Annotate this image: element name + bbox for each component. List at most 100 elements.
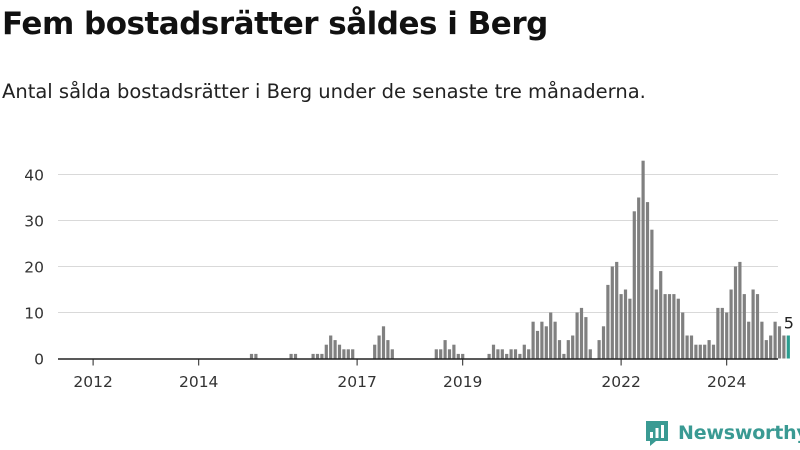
bar (738, 261, 742, 359)
bar (689, 335, 694, 359)
bar (527, 349, 531, 359)
bar (553, 321, 557, 359)
bar (491, 344, 496, 359)
bar (535, 330, 540, 359)
bar (755, 294, 760, 359)
bar (487, 353, 491, 359)
bar (496, 349, 500, 359)
bar (663, 294, 667, 359)
bar (645, 202, 650, 359)
bar (769, 335, 773, 359)
y-tick-label: 30 (24, 213, 44, 231)
bar (711, 344, 716, 359)
bar (610, 266, 614, 359)
bar (329, 335, 333, 359)
x-tick-label: 2012 (73, 373, 112, 391)
bar (725, 312, 729, 359)
bar (337, 344, 342, 359)
bar (324, 344, 328, 359)
bar (500, 349, 504, 359)
bar (566, 340, 570, 359)
newsworthy-logo-icon (646, 421, 668, 446)
bar (351, 349, 355, 359)
bar (293, 353, 298, 359)
bar (381, 326, 386, 359)
chart-title: Fem bostadsrätter såldes i Berg (2, 6, 548, 42)
bar (311, 353, 315, 359)
bar (505, 353, 509, 359)
bar (667, 294, 672, 359)
bar (659, 271, 663, 359)
bar (439, 349, 443, 359)
bar (650, 229, 654, 359)
bar (557, 340, 562, 359)
x-tick-label: 2019 (443, 373, 482, 391)
brand-name: Newsworthy (678, 422, 800, 444)
bar (698, 344, 702, 359)
x-tick-label: 2024 (707, 373, 746, 391)
bar (346, 349, 350, 359)
bar (751, 289, 755, 359)
bar (289, 353, 293, 359)
bar (782, 335, 786, 359)
y-tick-label: 20 (24, 259, 44, 277)
bar (760, 321, 764, 359)
newsworthy-logo: Newsworthy (644, 418, 800, 448)
bar (733, 266, 738, 359)
chart-subtitle: Antal sålda bostadsrätter i Berg under d… (2, 80, 646, 103)
bar (522, 344, 526, 359)
x-axis-ticks: 2012 2014 2017 2019 2022 2024 (73, 359, 746, 391)
bar (571, 335, 575, 359)
bar (390, 349, 394, 359)
y-tick-label: 40 (24, 167, 44, 185)
bar (597, 340, 601, 359)
bar (632, 211, 636, 359)
bar (531, 321, 535, 359)
last-value-label: 5 (784, 314, 794, 333)
bar (641, 160, 645, 359)
x-tick-label: 2017 (337, 373, 376, 391)
y-tick-label: 10 (24, 305, 44, 323)
bar (254, 353, 258, 359)
bar (654, 289, 658, 359)
bar (509, 349, 513, 359)
bar (777, 326, 782, 359)
bar (575, 312, 579, 359)
bar (703, 344, 707, 359)
data-labels: 5 (784, 314, 794, 333)
bar (249, 353, 254, 359)
bar (615, 261, 619, 359)
bar (333, 340, 337, 359)
gridlines (58, 174, 778, 313)
bar (373, 344, 377, 359)
bar (443, 340, 447, 359)
bar (747, 321, 751, 359)
bar (619, 294, 623, 359)
bar (707, 340, 711, 359)
bar (434, 349, 438, 359)
bar (342, 349, 346, 359)
bar (729, 289, 733, 359)
bar (513, 349, 518, 359)
bar (320, 353, 324, 359)
bar (637, 197, 641, 359)
bar (764, 340, 768, 359)
bar (672, 294, 676, 359)
bar (456, 353, 460, 359)
bar (681, 312, 685, 359)
bar (588, 349, 592, 359)
bar (540, 321, 544, 359)
bar (461, 353, 465, 359)
bar (694, 344, 698, 359)
bar (544, 326, 548, 359)
bar (742, 294, 746, 359)
bar (447, 349, 452, 359)
bar (562, 353, 566, 359)
bar (676, 298, 680, 359)
bar (773, 321, 777, 359)
bar (377, 335, 381, 359)
bar (628, 298, 632, 359)
bar (601, 326, 606, 359)
bar (720, 307, 724, 359)
